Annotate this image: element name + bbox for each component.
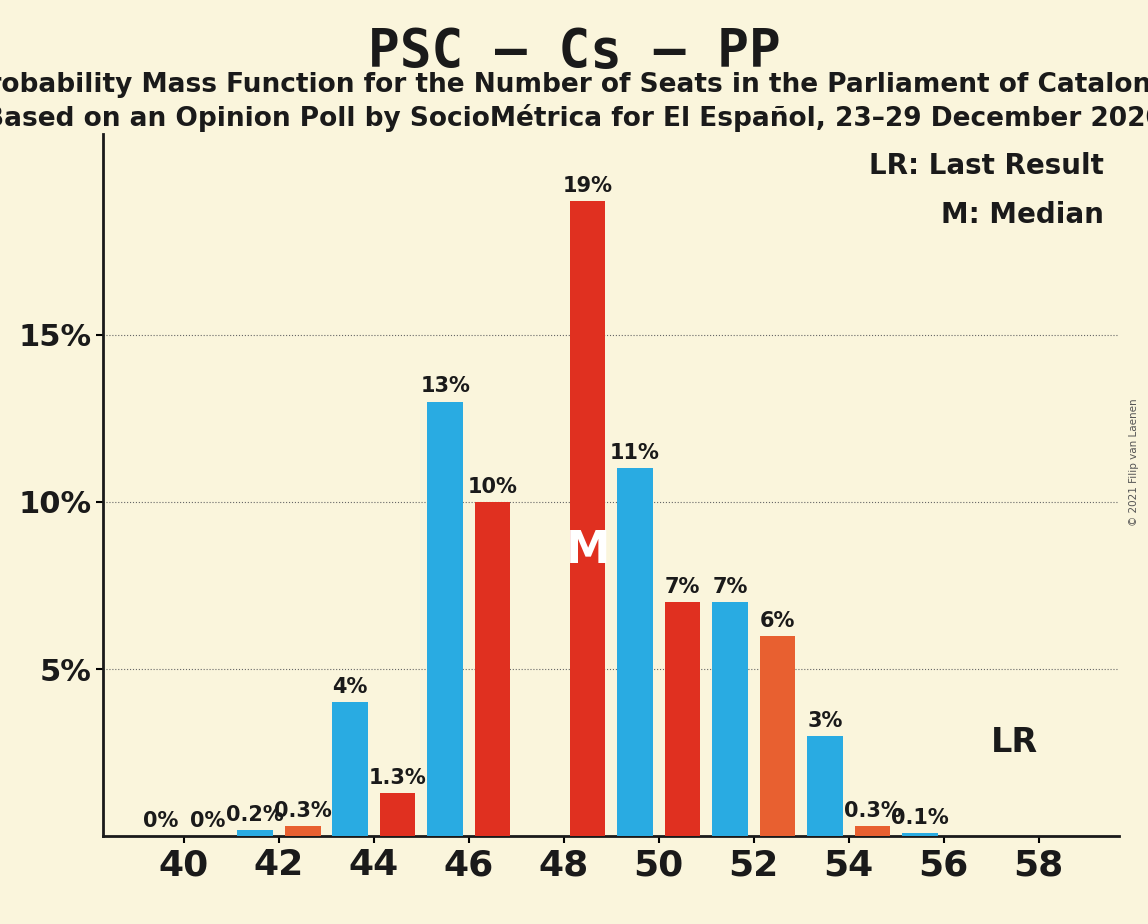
Text: 0.3%: 0.3% — [844, 801, 901, 821]
Text: 7%: 7% — [665, 578, 700, 597]
Bar — [665, 602, 700, 836]
Bar — [475, 502, 511, 836]
Text: 19%: 19% — [563, 176, 613, 196]
Text: 4%: 4% — [333, 677, 367, 698]
Text: LR: Last Result: LR: Last Result — [869, 152, 1104, 179]
Text: 7%: 7% — [712, 578, 747, 597]
Text: M: M — [565, 529, 610, 572]
Text: 0%: 0% — [191, 811, 225, 832]
Text: 0.3%: 0.3% — [274, 801, 332, 821]
Text: LR: LR — [991, 726, 1039, 760]
Bar — [712, 602, 747, 836]
Text: 13%: 13% — [420, 376, 470, 396]
Bar — [380, 793, 416, 836]
Text: 0.2%: 0.2% — [226, 805, 284, 824]
Bar — [760, 636, 796, 836]
Text: © 2021 Filip van Laenen: © 2021 Filip van Laenen — [1128, 398, 1139, 526]
Text: 11%: 11% — [610, 444, 660, 463]
Bar — [238, 830, 273, 836]
Bar — [902, 833, 938, 836]
Bar — [333, 702, 369, 836]
Bar — [618, 468, 653, 836]
Text: Based on an Opinion Poll by SocioMétrica for El Español, 23–29 December 2020: Based on an Opinion Poll by SocioMétrica… — [0, 104, 1148, 132]
Text: 1.3%: 1.3% — [369, 768, 427, 788]
Text: 10%: 10% — [467, 477, 518, 497]
Text: PSC – Cs – PP: PSC – Cs – PP — [367, 26, 781, 78]
Text: 0.1%: 0.1% — [891, 808, 948, 828]
Bar — [569, 201, 605, 836]
Text: 0%: 0% — [142, 811, 178, 832]
Bar — [285, 826, 320, 836]
Text: 6%: 6% — [760, 611, 796, 630]
Bar — [807, 736, 843, 836]
Text: Probability Mass Function for the Number of Seats in the Parliament of Catalonia: Probability Mass Function for the Number… — [0, 72, 1148, 98]
Bar — [854, 826, 890, 836]
Bar — [427, 402, 463, 836]
Text: 3%: 3% — [807, 711, 843, 731]
Text: M: Median: M: Median — [941, 201, 1104, 229]
